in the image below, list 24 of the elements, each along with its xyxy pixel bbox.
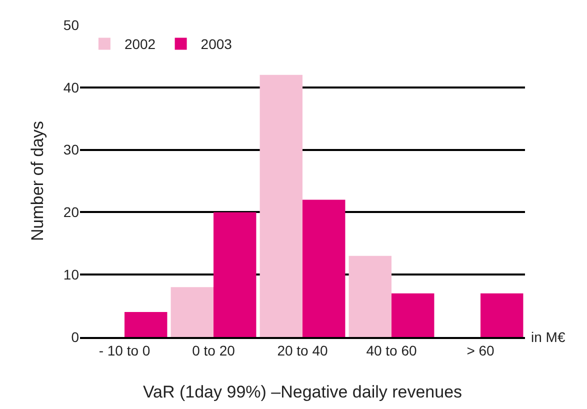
bar: [124, 312, 168, 337]
y-tick-label: 0: [71, 328, 80, 345]
x-tick-label: > 60: [466, 342, 495, 359]
bar: [260, 74, 302, 337]
x-axis-title: VaR (1day 99%) –Negative daily revenues: [142, 382, 462, 402]
y-tick-label: 20: [63, 204, 80, 220]
x-tick-label: 0 to 20: [192, 342, 236, 359]
y-axis-title: Number of days: [28, 121, 47, 241]
legend-label: 2002: [124, 36, 156, 52]
bar: [392, 293, 434, 337]
bar: [348, 256, 392, 337]
y-tick-label: 50: [63, 16, 80, 33]
bar: [480, 293, 524, 337]
y-tick-label: 40: [63, 79, 80, 96]
bar: [170, 287, 214, 337]
x-tick-label: 40 to 60: [366, 342, 418, 359]
y-tick-label: 10: [63, 266, 80, 282]
bar: [302, 200, 346, 337]
x-tick-label: 20 to 40: [277, 342, 328, 359]
legend-label: 2003: [200, 36, 232, 52]
x-tick-label: - 10 to 0: [98, 342, 150, 359]
bar: [214, 212, 256, 337]
text: in M€: [531, 329, 566, 345]
y-tick-label: 30: [63, 142, 80, 158]
